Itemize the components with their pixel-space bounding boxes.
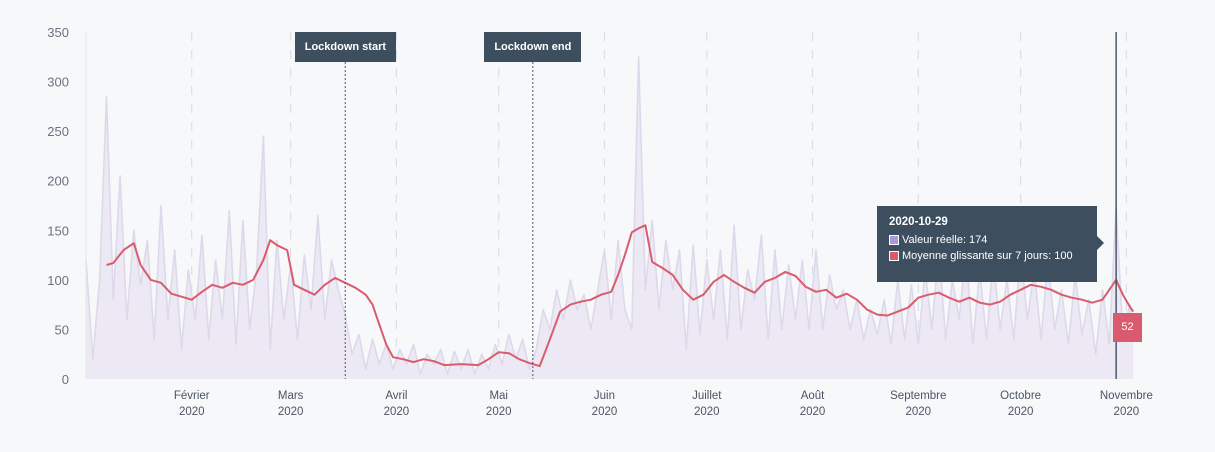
x-tick-label: Mars xyxy=(278,390,304,402)
series-actual-area xyxy=(86,56,1134,380)
x-tick-label: Juin xyxy=(594,390,615,402)
x-tick-label: Août xyxy=(801,390,825,402)
series-actual-line xyxy=(85,56,1134,375)
x-tick-year: 2020 xyxy=(486,406,512,418)
x-tick-year: 2020 xyxy=(1008,406,1034,418)
x-tick-label: Novembre xyxy=(1100,390,1153,402)
series-average-line xyxy=(106,224,1135,368)
x-tick-year: 2020 xyxy=(179,406,205,418)
x-tick-label: Octobre xyxy=(1000,390,1041,402)
y-tick-label: 300 xyxy=(47,75,69,90)
tooltip: 2020-10-29 Valeur réelle: 174 Moyenne gl… xyxy=(877,206,1104,282)
x-tick-year: 2020 xyxy=(384,406,410,418)
legend-swatch-average xyxy=(889,251,899,261)
x-tick-year: 2020 xyxy=(592,406,618,418)
series-moving-average[interactable] xyxy=(106,224,1135,368)
annotation-lockdown-end: Lockdown end xyxy=(484,32,582,62)
x-tick-label: Mai xyxy=(489,390,508,402)
legend-swatch-actual xyxy=(889,235,899,245)
chart-axes: 0 50 100 150 200 250 300 350 Février 2020 Mars 2020… xyxy=(47,25,1153,418)
y-tick-label: 200 xyxy=(47,174,69,189)
x-tick-label: Septembre xyxy=(890,390,946,402)
tooltip-actual-value: Valeur réelle: 174 xyxy=(902,234,988,246)
tooltip-row-average: Moyenne glissante sur 7 jours: 100 xyxy=(889,250,1085,262)
last-value-badge: 52 xyxy=(1113,313,1142,342)
y-tick-label: 250 xyxy=(47,124,69,139)
tooltip-row-actual: Valeur réelle: 174 xyxy=(889,234,1085,246)
tooltip-arrow xyxy=(1097,236,1104,250)
y-tick-label: 150 xyxy=(47,223,69,238)
x-tick-year: 2020 xyxy=(905,406,931,418)
x-tick-label: Février xyxy=(174,390,210,402)
series-actual[interactable] xyxy=(85,56,1134,380)
tooltip-date: 2020-10-29 xyxy=(889,216,948,228)
x-tick-label: Avril xyxy=(385,390,407,402)
tooltip-average-value: Moyenne glissante sur 7 jours: 100 xyxy=(902,250,1073,262)
x-tick-year: 2020 xyxy=(694,406,720,418)
x-tick-label: Juillet xyxy=(692,390,722,402)
annotation-lockdown-start: Lockdown start xyxy=(294,32,397,62)
x-tick-year: 2020 xyxy=(1114,406,1140,418)
x-tick-year: 2020 xyxy=(800,406,826,418)
y-tick-label: 0 xyxy=(62,372,69,387)
y-tick-label: 350 xyxy=(47,25,69,40)
y-tick-label: 100 xyxy=(47,273,69,288)
x-tick-year: 2020 xyxy=(278,406,304,418)
y-tick-label: 50 xyxy=(55,322,69,337)
